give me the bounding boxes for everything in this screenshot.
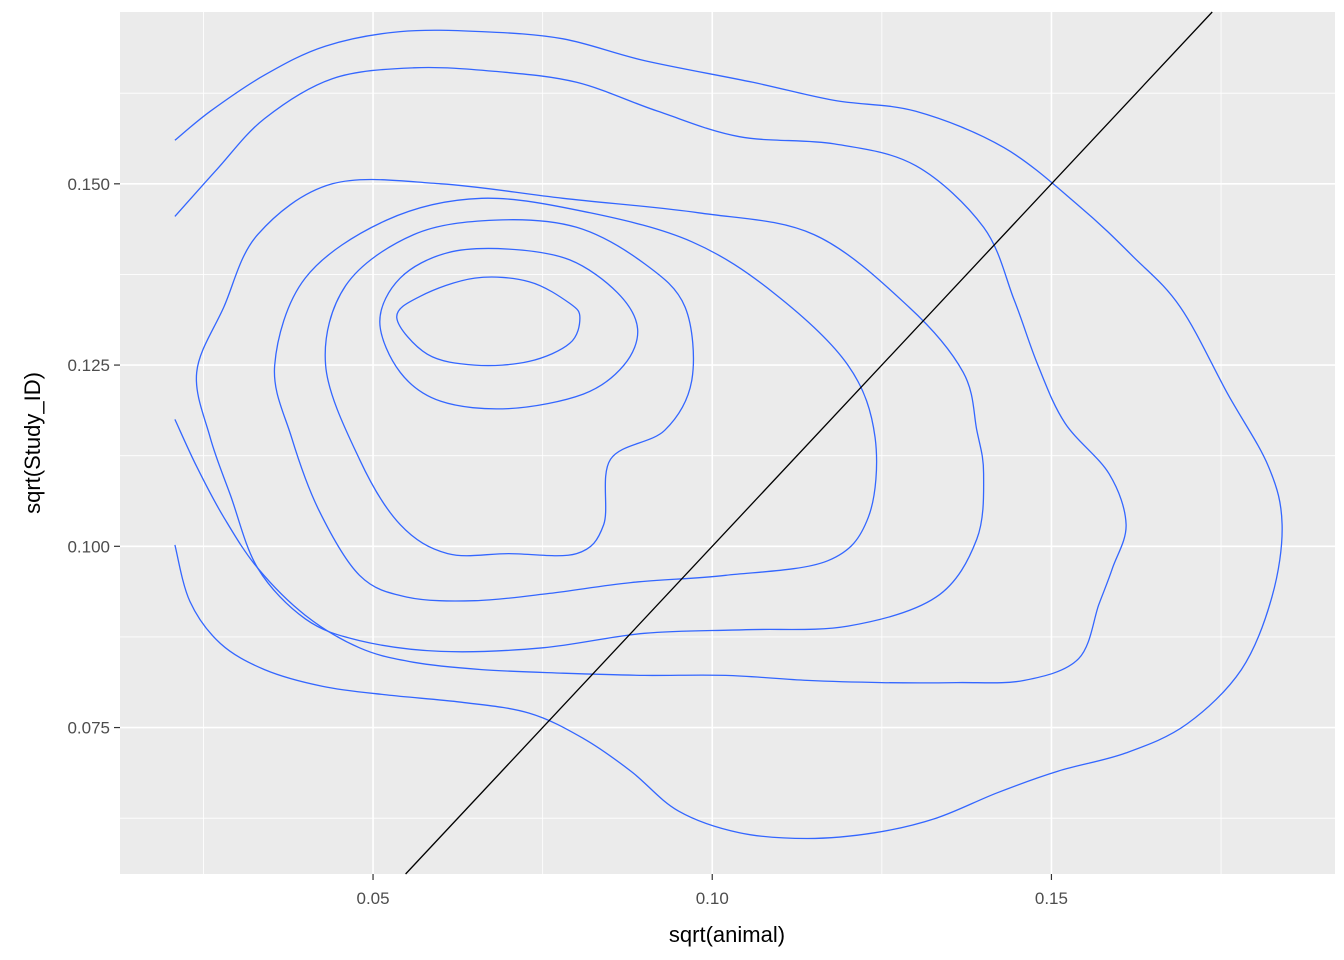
contour-level-3 [195, 178, 985, 653]
major-gridlines [120, 12, 1335, 874]
contour-level-2 [174, 66, 1127, 684]
minor-gridlines [120, 12, 1335, 874]
y-axis-title: sqrt(Study_ID) [20, 372, 45, 514]
y-tick-label: 0.100 [67, 537, 110, 556]
reference-line-group [405, 11, 1213, 875]
plot-panel [120, 12, 1335, 874]
contour-level-7 [396, 276, 581, 367]
density-contours [174, 29, 1283, 840]
x-tick-label: 0.05 [356, 889, 389, 908]
y-tick-label: 0.150 [67, 175, 110, 194]
contour-level-4 [273, 197, 878, 602]
reference-line [405, 11, 1213, 875]
x-axis-title: sqrt(animal) [669, 922, 785, 947]
contour-level-6 [379, 247, 639, 410]
y-tick-label: 0.125 [67, 356, 110, 375]
contour-level-1 [174, 29, 1283, 840]
y-axis-ticks: 0.075 0.100 0.125 0.150 [67, 175, 120, 738]
x-tick-label: 0.15 [1035, 889, 1068, 908]
contour-level-5 [324, 219, 695, 557]
y-tick-label: 0.075 [67, 719, 110, 738]
x-axis-ticks: 0.05 0.10 0.15 [356, 874, 1068, 908]
x-tick-label: 0.10 [696, 889, 729, 908]
